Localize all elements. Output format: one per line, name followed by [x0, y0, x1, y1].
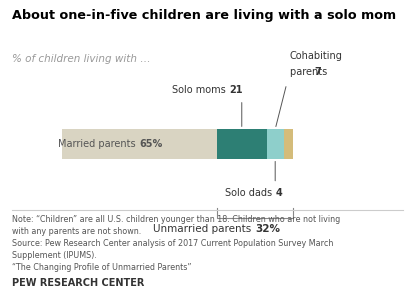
Text: 32%: 32% — [255, 224, 280, 234]
Text: 7: 7 — [314, 67, 321, 77]
Text: Cohabiting: Cohabiting — [290, 51, 343, 61]
Text: % of children living with …: % of children living with … — [12, 54, 151, 64]
Bar — [267, 129, 283, 159]
Text: 21: 21 — [229, 85, 242, 95]
Text: parents: parents — [290, 67, 330, 77]
Text: 65%: 65% — [139, 139, 162, 149]
Text: Solo dads: Solo dads — [225, 188, 275, 198]
Bar — [217, 129, 267, 159]
Bar — [283, 129, 293, 159]
Text: Married parents: Married parents — [59, 139, 139, 149]
Text: Solo moms: Solo moms — [172, 85, 229, 95]
Text: 4: 4 — [275, 188, 282, 198]
Text: Unmarried parents: Unmarried parents — [154, 224, 255, 234]
Text: Note: “Children” are all U.S. children younger than 18. Children who are not liv: Note: “Children” are all U.S. children y… — [12, 215, 341, 272]
Bar — [61, 129, 217, 159]
Text: About one-in-five children are living with a solo mom: About one-in-five children are living wi… — [12, 9, 397, 22]
Text: PEW RESEARCH CENTER: PEW RESEARCH CENTER — [12, 278, 145, 288]
